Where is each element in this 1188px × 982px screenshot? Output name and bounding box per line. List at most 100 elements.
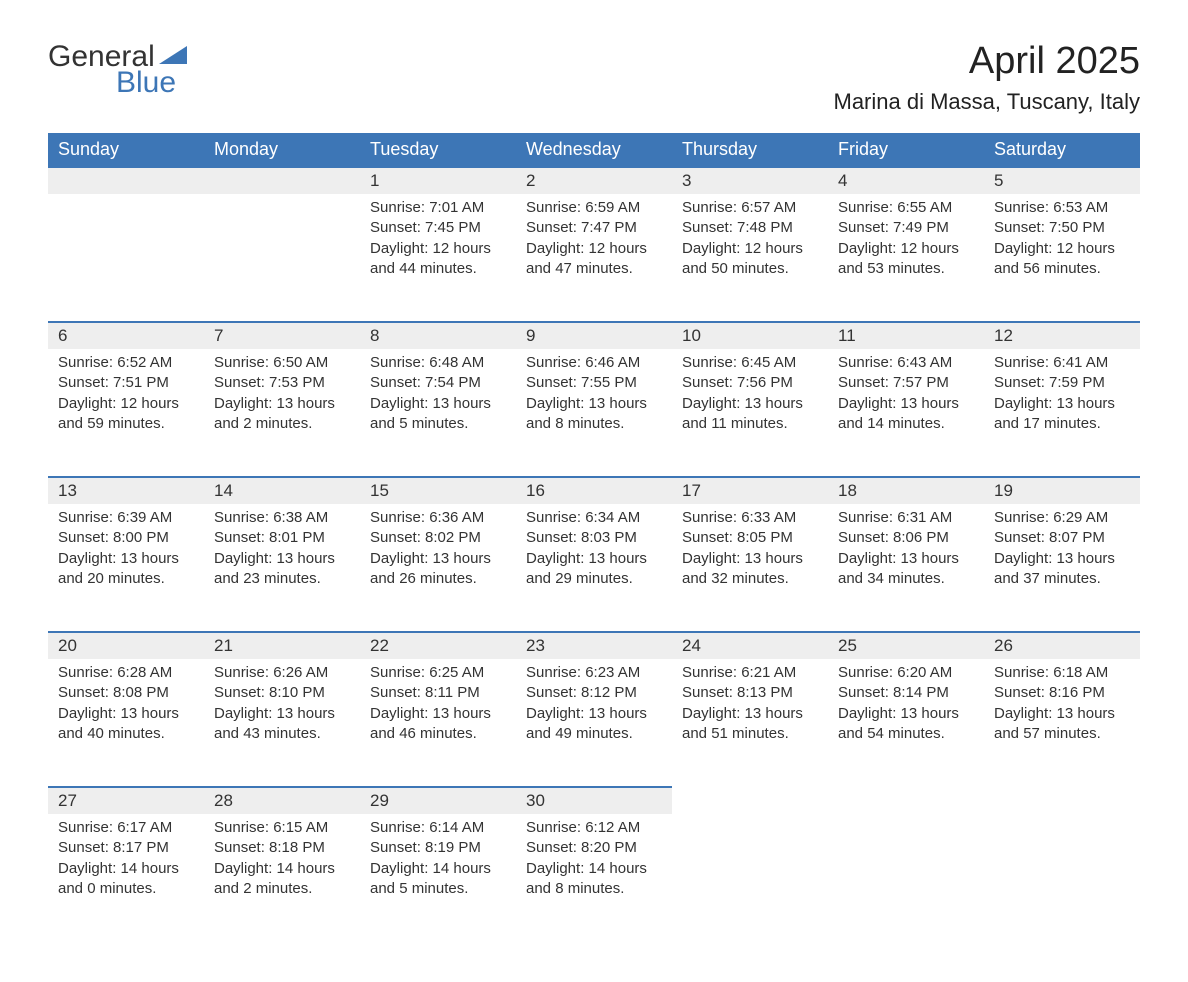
title-block: April 2025 Marina di Massa, Tuscany, Ita… bbox=[834, 40, 1141, 115]
day-number: 25 bbox=[838, 636, 857, 655]
sunrise-text: Sunrise: 6:36 AM bbox=[370, 508, 506, 528]
day-detail-cell: Sunrise: 6:50 AMSunset: 7:53 PMDaylight:… bbox=[204, 349, 360, 477]
day-number-cell: 2 bbox=[516, 167, 672, 194]
day-number-cell: 27 bbox=[48, 787, 204, 814]
sunset-text: Sunset: 8:17 PM bbox=[58, 838, 194, 858]
sunset-text: Sunset: 7:47 PM bbox=[526, 218, 662, 238]
day-number: 22 bbox=[370, 636, 389, 655]
day-number: 14 bbox=[214, 481, 233, 500]
daylight-text: Daylight: 13 hours and 2 minutes. bbox=[214, 394, 350, 435]
daylight-text: Daylight: 12 hours and 59 minutes. bbox=[58, 394, 194, 435]
sunset-text: Sunset: 7:45 PM bbox=[370, 218, 506, 238]
day-number-cell: 20 bbox=[48, 632, 204, 659]
calendar-table: Sunday Monday Tuesday Wednesday Thursday… bbox=[48, 133, 1140, 942]
day-number-cell: 19 bbox=[984, 477, 1140, 504]
day-number-cell: 10 bbox=[672, 322, 828, 349]
sunrise-text: Sunrise: 6:55 AM bbox=[838, 198, 974, 218]
day-detail-cell bbox=[672, 814, 828, 942]
day-detail-cell: Sunrise: 6:39 AMSunset: 8:00 PMDaylight:… bbox=[48, 504, 204, 632]
day-number: 21 bbox=[214, 636, 233, 655]
weekday-header: Saturday bbox=[984, 133, 1140, 167]
day-number-row: 12345 bbox=[48, 167, 1140, 194]
day-number-cell: 14 bbox=[204, 477, 360, 504]
day-number-cell bbox=[672, 787, 828, 814]
day-number: 10 bbox=[682, 326, 701, 345]
day-number-cell: 25 bbox=[828, 632, 984, 659]
weekday-header: Monday bbox=[204, 133, 360, 167]
sunrise-text: Sunrise: 6:20 AM bbox=[838, 663, 974, 683]
day-number-cell: 16 bbox=[516, 477, 672, 504]
sunrise-text: Sunrise: 7:01 AM bbox=[370, 198, 506, 218]
day-number: 5 bbox=[994, 171, 1003, 190]
weekday-header: Thursday bbox=[672, 133, 828, 167]
day-number-cell: 7 bbox=[204, 322, 360, 349]
day-number-cell: 6 bbox=[48, 322, 204, 349]
sunset-text: Sunset: 7:55 PM bbox=[526, 373, 662, 393]
sunrise-text: Sunrise: 6:15 AM bbox=[214, 818, 350, 838]
sunset-text: Sunset: 8:13 PM bbox=[682, 683, 818, 703]
day-detail-cell bbox=[204, 194, 360, 322]
day-number: 12 bbox=[994, 326, 1013, 345]
day-number-row: 13141516171819 bbox=[48, 477, 1140, 504]
sunrise-text: Sunrise: 6:59 AM bbox=[526, 198, 662, 218]
day-detail-cell: Sunrise: 6:25 AMSunset: 8:11 PMDaylight:… bbox=[360, 659, 516, 787]
daylight-text: Daylight: 12 hours and 47 minutes. bbox=[526, 239, 662, 280]
day-detail-cell: Sunrise: 6:43 AMSunset: 7:57 PMDaylight:… bbox=[828, 349, 984, 477]
day-number: 15 bbox=[370, 481, 389, 500]
sunrise-text: Sunrise: 6:43 AM bbox=[838, 353, 974, 373]
day-number: 6 bbox=[58, 326, 67, 345]
sunset-text: Sunset: 8:08 PM bbox=[58, 683, 194, 703]
sunset-text: Sunset: 8:19 PM bbox=[370, 838, 506, 858]
day-number: 9 bbox=[526, 326, 535, 345]
sunset-text: Sunset: 8:11 PM bbox=[370, 683, 506, 703]
daylight-text: Daylight: 13 hours and 17 minutes. bbox=[994, 394, 1130, 435]
sunrise-text: Sunrise: 6:38 AM bbox=[214, 508, 350, 528]
daylight-text: Daylight: 14 hours and 2 minutes. bbox=[214, 859, 350, 900]
day-number-cell bbox=[48, 167, 204, 194]
sunrise-text: Sunrise: 6:53 AM bbox=[994, 198, 1130, 218]
weekday-header: Tuesday bbox=[360, 133, 516, 167]
day-detail-cell: Sunrise: 6:59 AMSunset: 7:47 PMDaylight:… bbox=[516, 194, 672, 322]
sunrise-text: Sunrise: 6:25 AM bbox=[370, 663, 506, 683]
sunrise-text: Sunrise: 6:46 AM bbox=[526, 353, 662, 373]
sunrise-text: Sunrise: 6:34 AM bbox=[526, 508, 662, 528]
sunrise-text: Sunrise: 6:48 AM bbox=[370, 353, 506, 373]
day-number: 24 bbox=[682, 636, 701, 655]
sunrise-text: Sunrise: 6:45 AM bbox=[682, 353, 818, 373]
day-detail-cell: Sunrise: 6:34 AMSunset: 8:03 PMDaylight:… bbox=[516, 504, 672, 632]
day-number-cell: 18 bbox=[828, 477, 984, 504]
day-detail-cell: Sunrise: 6:18 AMSunset: 8:16 PMDaylight:… bbox=[984, 659, 1140, 787]
sunrise-text: Sunrise: 6:29 AM bbox=[994, 508, 1130, 528]
day-number-cell: 1 bbox=[360, 167, 516, 194]
sunrise-text: Sunrise: 6:12 AM bbox=[526, 818, 662, 838]
day-number: 23 bbox=[526, 636, 545, 655]
day-detail-cell: Sunrise: 6:53 AMSunset: 7:50 PMDaylight:… bbox=[984, 194, 1140, 322]
daylight-text: Daylight: 14 hours and 5 minutes. bbox=[370, 859, 506, 900]
day-detail-cell: Sunrise: 6:36 AMSunset: 8:02 PMDaylight:… bbox=[360, 504, 516, 632]
day-number: 11 bbox=[838, 326, 856, 345]
day-number-cell bbox=[984, 787, 1140, 814]
sunset-text: Sunset: 8:01 PM bbox=[214, 528, 350, 548]
daylight-text: Daylight: 12 hours and 56 minutes. bbox=[994, 239, 1130, 280]
sunrise-text: Sunrise: 6:18 AM bbox=[994, 663, 1130, 683]
daylight-text: Daylight: 14 hours and 0 minutes. bbox=[58, 859, 194, 900]
day-number: 2 bbox=[526, 171, 535, 190]
calendar-body: 12345Sunrise: 7:01 AMSunset: 7:45 PMDayl… bbox=[48, 167, 1140, 942]
day-number-cell: 9 bbox=[516, 322, 672, 349]
day-number: 7 bbox=[214, 326, 223, 345]
day-number: 30 bbox=[526, 791, 545, 810]
daylight-text: Daylight: 13 hours and 5 minutes. bbox=[370, 394, 506, 435]
day-detail-cell: Sunrise: 6:52 AMSunset: 7:51 PMDaylight:… bbox=[48, 349, 204, 477]
daylight-text: Daylight: 12 hours and 53 minutes. bbox=[838, 239, 974, 280]
sunrise-text: Sunrise: 6:28 AM bbox=[58, 663, 194, 683]
sunrise-text: Sunrise: 6:21 AM bbox=[682, 663, 818, 683]
sunset-text: Sunset: 7:56 PM bbox=[682, 373, 818, 393]
sunset-text: Sunset: 8:16 PM bbox=[994, 683, 1130, 703]
day-detail-cell: Sunrise: 6:17 AMSunset: 8:17 PMDaylight:… bbox=[48, 814, 204, 942]
day-number-cell: 4 bbox=[828, 167, 984, 194]
day-number: 16 bbox=[526, 481, 545, 500]
sunset-text: Sunset: 8:02 PM bbox=[370, 528, 506, 548]
day-detail-cell bbox=[828, 814, 984, 942]
sunrise-text: Sunrise: 6:41 AM bbox=[994, 353, 1130, 373]
sunrise-text: Sunrise: 6:26 AM bbox=[214, 663, 350, 683]
